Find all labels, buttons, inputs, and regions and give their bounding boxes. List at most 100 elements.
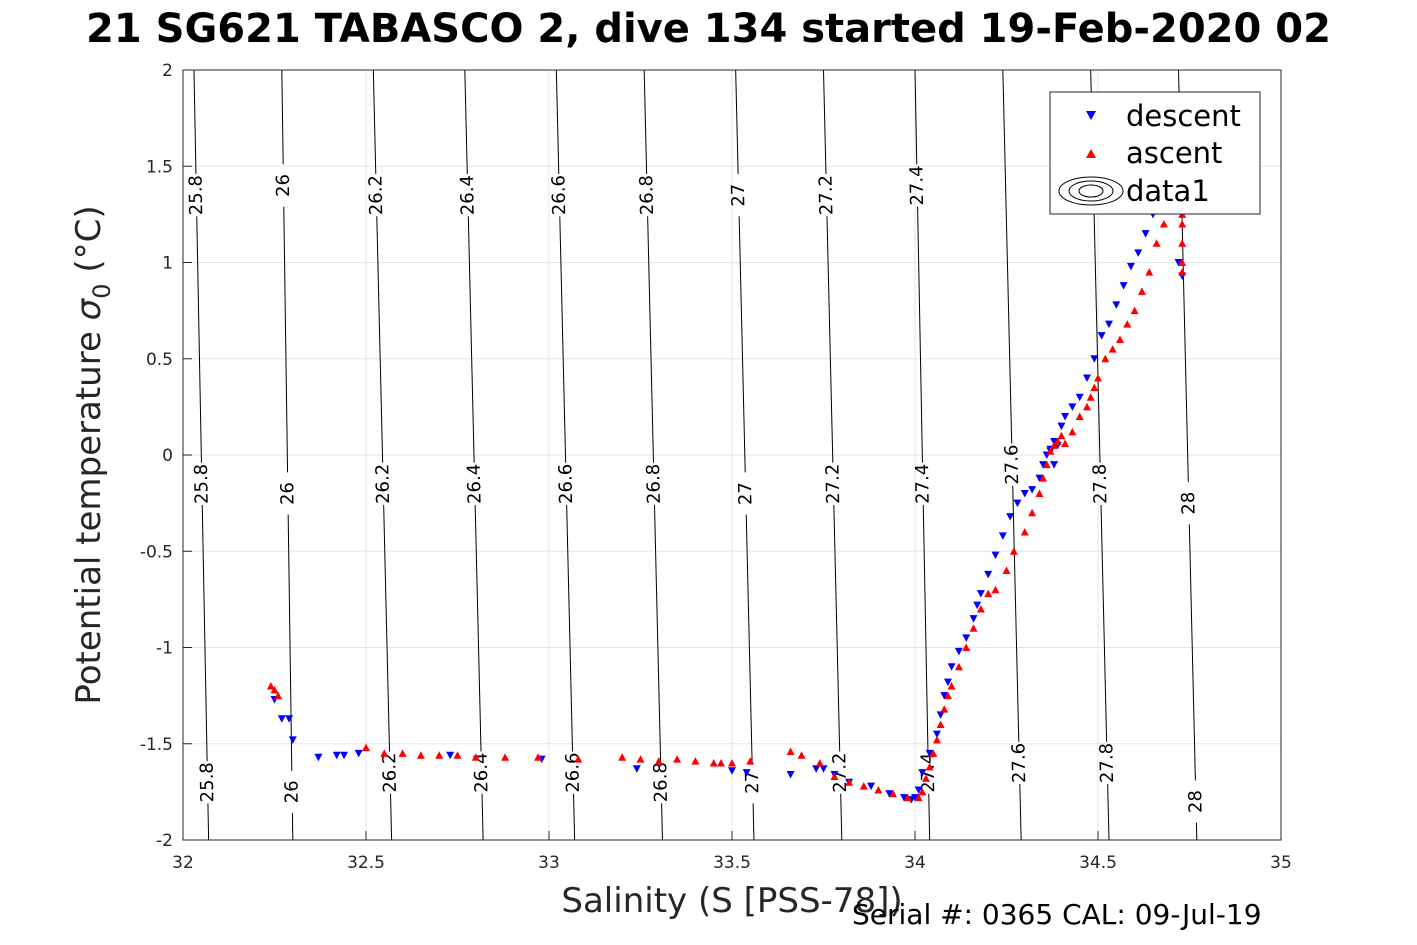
contour-line	[287, 514, 293, 771]
descent-point	[1134, 249, 1143, 257]
contour-line	[840, 793, 843, 840]
contour-line	[283, 206, 289, 473]
data-points	[266, 182, 1187, 804]
ascent-point	[1090, 383, 1099, 392]
ascent-point	[929, 749, 938, 757]
descent-point	[288, 736, 297, 744]
legend-label-data1: data1	[1126, 174, 1210, 208]
contour-label: 27.6	[1001, 444, 1023, 485]
density-contours: 25.8 25.8 25.8 26 26 26 26.2 26.2 26.2 26.4 26.4 26…	[185, 70, 1207, 840]
ascent-point	[1068, 427, 1077, 436]
contour-label: 27.6	[1008, 743, 1030, 784]
descent-point	[969, 615, 978, 623]
contour-label: 27	[735, 482, 757, 505]
y-axis-label-text: Potential temperature	[69, 320, 109, 704]
ascent-point	[362, 743, 370, 752]
descent-point	[1083, 374, 1092, 382]
contour-label: 26.4	[457, 175, 479, 216]
descent-point	[314, 753, 323, 762]
ascent-point	[618, 753, 627, 761]
ascent-point	[1137, 287, 1146, 295]
contour-label: 27.4	[906, 165, 928, 205]
contour-line	[201, 505, 208, 762]
ascent-point	[925, 762, 934, 771]
ascent-point	[1083, 402, 1092, 411]
descent-point	[1112, 301, 1121, 309]
descent-point	[354, 749, 363, 758]
ascent-point	[918, 787, 927, 796]
y-tick-label: -1.5	[140, 735, 173, 755]
ascent-point	[1057, 431, 1066, 440]
contour-label: 26.2	[365, 175, 387, 216]
ascent-point	[270, 685, 279, 694]
descent-point	[991, 551, 1000, 560]
contour-line	[474, 505, 482, 752]
y-tick-label: -1	[156, 639, 173, 659]
ascent-point	[1050, 441, 1059, 449]
x-axis-label: Salinity (S [PSS-78])	[561, 881, 902, 921]
x-tick-label: 33.5	[713, 853, 751, 873]
descent-point	[1050, 461, 1059, 469]
axis-ticks: 32 32.5 33 33.5 34 34.5 35 2 1.5 1 0.5 0 -0.5 -1 -1.5 -…	[140, 61, 1292, 873]
descent-point	[1057, 422, 1066, 431]
ascent-point	[1075, 412, 1084, 420]
contour-line	[193, 70, 197, 174]
contour-line	[467, 216, 475, 463]
y-axis-label-symbol: σ	[69, 297, 109, 320]
ascent-point	[1009, 547, 1018, 555]
ascent-point	[874, 785, 883, 794]
contour-label: 27.2	[829, 752, 851, 793]
ascent-point	[1028, 508, 1037, 517]
legend-box	[1049, 91, 1261, 215]
contour-line	[376, 216, 384, 463]
y-axis-label-subscript: 0	[88, 283, 116, 298]
contour-label: 26.4	[464, 464, 486, 505]
contour-line	[1019, 784, 1022, 840]
ascent-point	[1061, 439, 1070, 447]
contour-label: 26	[273, 174, 294, 197]
contour-label: 26	[277, 482, 298, 505]
ascent-point	[976, 605, 985, 613]
contour-line	[738, 216, 746, 473]
contour-label: 26.8	[643, 464, 665, 505]
contour-line	[291, 813, 294, 840]
contour-label: 26.8	[650, 762, 672, 803]
x-tick-label: 33	[538, 853, 560, 873]
contour-line	[573, 793, 576, 840]
descent-point	[914, 786, 923, 794]
contour-line	[653, 505, 662, 762]
descent-point	[911, 794, 919, 802]
ascent-point	[940, 705, 949, 713]
ascent-point	[1002, 566, 1011, 574]
ascent-point	[691, 757, 700, 765]
contour-line	[1100, 505, 1108, 742]
contour-line	[745, 514, 753, 762]
ascent-point	[1178, 239, 1187, 247]
legend: descent ascent data1	[1049, 91, 1261, 215]
x-tick-label: 32	[172, 853, 194, 873]
x-tick-label: 35	[1270, 853, 1292, 873]
x-tick-label: 34.5	[1079, 853, 1117, 873]
y-tick-label: -2	[156, 831, 173, 851]
contour-label: 26.6	[548, 175, 570, 216]
ascent-point	[932, 735, 941, 744]
ascent-point	[398, 749, 407, 757]
ascent-point	[1086, 393, 1095, 401]
descent-point	[867, 782, 876, 791]
ascent-point	[274, 691, 283, 700]
serial-cal-footer: Serial #: 0365 CAL: 09-Jul-19	[852, 898, 1262, 931]
ascent-point	[1020, 528, 1029, 536]
ascent-point	[435, 751, 444, 759]
descent-point	[1126, 262, 1135, 271]
contour-label: 26.8	[636, 175, 658, 216]
contour-line	[1002, 70, 1013, 444]
descent-point	[786, 771, 795, 779]
descent-point	[819, 765, 828, 773]
descent-point	[976, 590, 985, 598]
descent-point	[973, 601, 982, 610]
ascent-point	[1159, 220, 1168, 228]
contour-line	[735, 70, 739, 174]
contour-label: 27.8	[1096, 743, 1118, 784]
descent-point	[1035, 474, 1044, 483]
